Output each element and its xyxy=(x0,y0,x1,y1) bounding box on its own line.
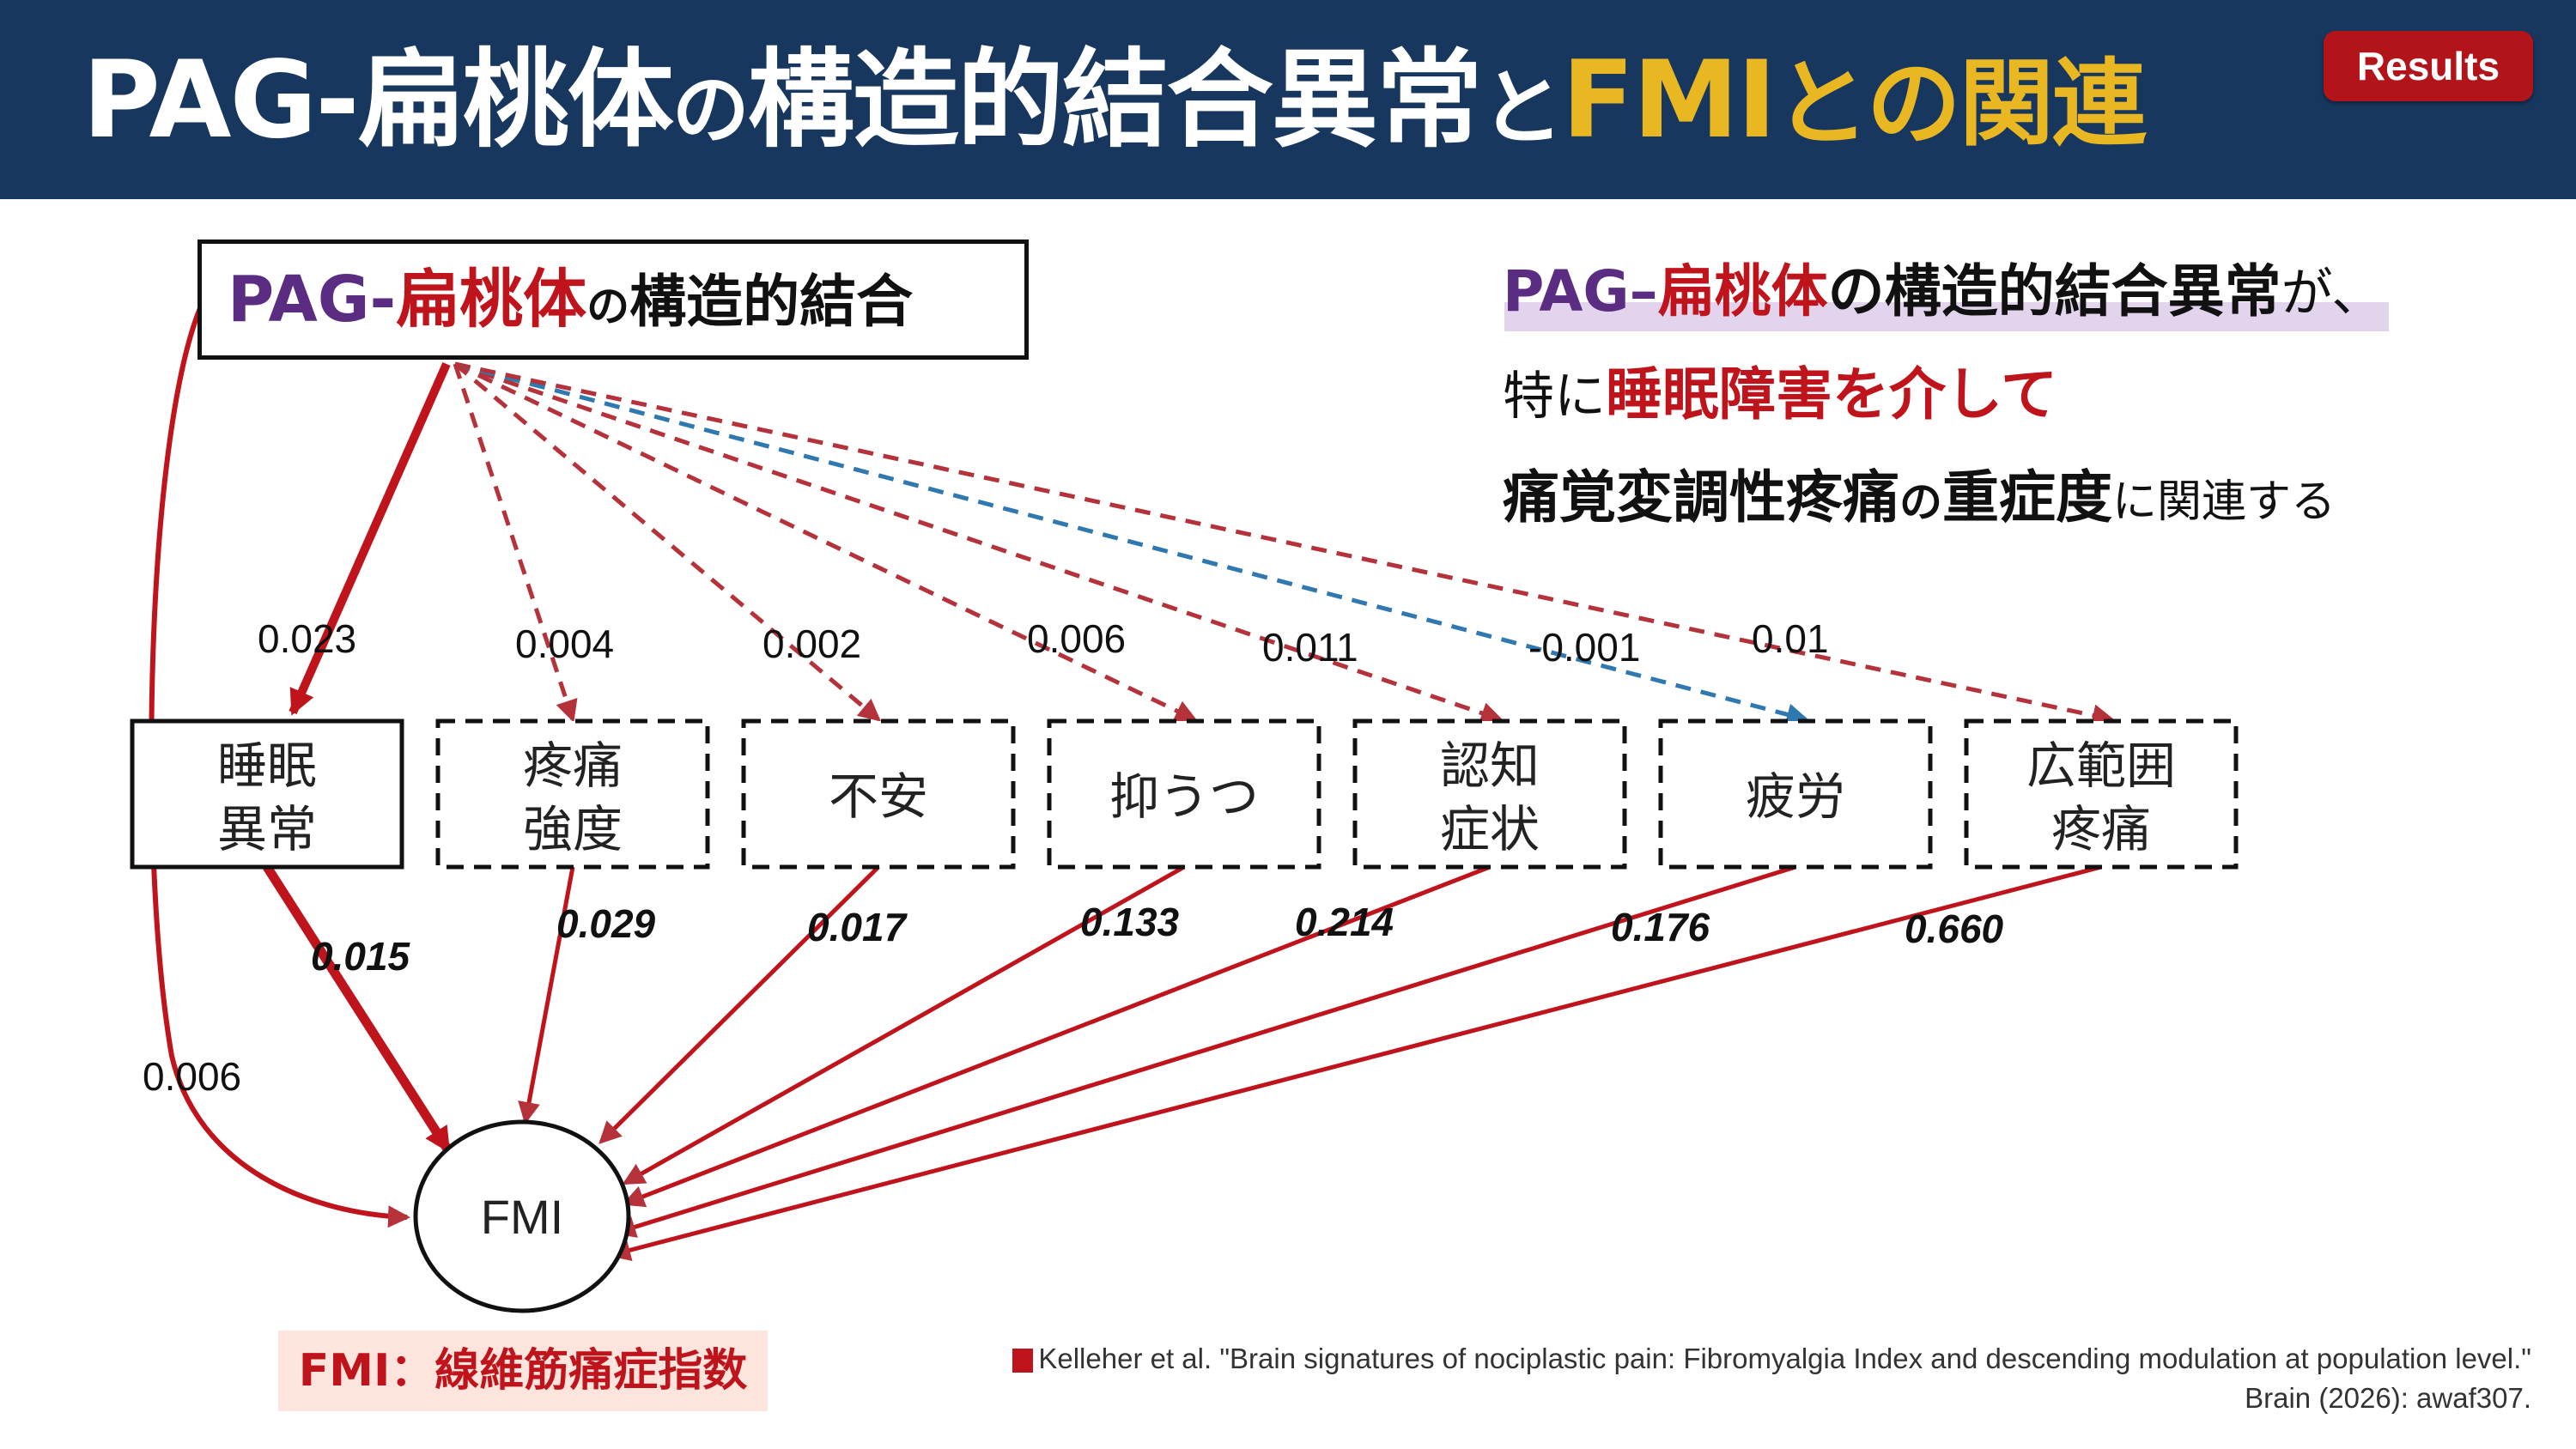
summary-pag: PAG xyxy=(1503,258,1630,324)
edge-b-5 xyxy=(613,864,1796,1238)
source-structural: 構造的結合 xyxy=(629,269,914,335)
edge-b-3 xyxy=(622,864,1186,1185)
mediator-label-6-a: 広範囲 xyxy=(2026,737,2176,795)
summary-line-3: 痛覚変調性疼痛の重症度に関連する xyxy=(1503,455,2559,558)
edge-b-6 xyxy=(608,864,2102,1262)
mediator-label-1-a: 疼痛 xyxy=(523,737,623,795)
summary-no: の xyxy=(1899,477,1942,527)
direct-effect-label: 0.006 xyxy=(143,1054,241,1099)
b-path-value-1: 0.029 xyxy=(556,901,656,946)
mediator-box-2 xyxy=(741,718,1016,870)
a-path-value-0: 0.023 xyxy=(258,616,356,661)
edge-a-1 xyxy=(453,363,578,723)
a-path-value-4: 0.011 xyxy=(1262,625,1358,670)
mediator-label-2: 不安 xyxy=(829,767,928,826)
summary-line-2: 特に睡眠障害を介して xyxy=(1503,352,2559,455)
edge-a-sleep xyxy=(289,361,451,716)
mediator-box-6 xyxy=(1964,718,2239,870)
a-path-value-1: 0.004 xyxy=(515,621,614,666)
mediator-box-4 xyxy=(1352,718,1627,870)
source-no: の xyxy=(586,282,630,331)
fmi-node xyxy=(413,1119,631,1313)
summary-severity: 重症度 xyxy=(1942,464,2112,530)
summary-sleep: 睡眠障害を介して xyxy=(1606,361,2058,427)
edge-a-2 xyxy=(453,362,882,722)
summary-especially: 特に xyxy=(1503,367,1606,427)
b-path-value-2: 0.017 xyxy=(807,905,908,949)
b-path-value-3: 0.133 xyxy=(1080,900,1180,944)
mediator-label-6-b: 疼痛 xyxy=(2051,800,2151,858)
summary-related: に関連する xyxy=(2112,476,2336,528)
b-path-value-5: 0.176 xyxy=(1611,905,1710,949)
mediator-box-5 xyxy=(1658,718,1933,870)
source-pag: PAG- xyxy=(228,263,397,336)
results-badge: Results xyxy=(2324,31,2533,101)
edge-a-4 xyxy=(454,361,1504,724)
b-path-value-0: 0.015 xyxy=(311,934,411,979)
source-node-pag-amygdala: PAG-扁桃体の構造的結合 xyxy=(197,239,1029,360)
title-pag-amygdala: PAG-扁桃体 xyxy=(82,39,674,162)
a-path-value-5: -0.001 xyxy=(1528,625,1640,670)
citation: Kelleher et al. "Brain signatures of noc… xyxy=(1012,1339,2531,1418)
title-relation: との関連 xyxy=(1774,49,2147,159)
mediator-label-4-a: 認知 xyxy=(1440,737,1540,795)
mediator-box-0 xyxy=(130,718,404,870)
header-bar xyxy=(0,0,2576,199)
edge-a-5 xyxy=(454,361,1809,725)
b-path-value-4: 0.214 xyxy=(1295,900,1394,944)
summary-dash: – xyxy=(1629,258,1658,324)
mediator-box-3 xyxy=(1047,718,1321,870)
summary-structural: の構造的結合異常 xyxy=(1827,258,2281,324)
citation-text-1: Kelleher et al. "Brain signatures of noc… xyxy=(1038,1343,2531,1374)
edge-a-3 xyxy=(453,361,1198,722)
edge-b-1 xyxy=(518,866,575,1125)
citation-line-2: Brain (2026): awaf307. xyxy=(2245,1382,2531,1414)
edge-b-2 xyxy=(598,865,880,1144)
edge-b-4 xyxy=(622,864,1491,1208)
b-path-value-6: 0.660 xyxy=(1905,906,2004,951)
summary-nociplastic: 痛覚変調性疼痛 xyxy=(1503,464,1899,530)
summary-highlight xyxy=(1504,302,2389,331)
title-no: の xyxy=(671,65,750,155)
a-path-value-2: 0.002 xyxy=(762,621,861,666)
fmi-definition: FMI：線維筋痛症指数 xyxy=(278,1331,768,1411)
mediator-label-0-a: 睡眠 xyxy=(217,737,317,795)
title-fmi: FMI xyxy=(1561,39,1777,162)
edge-b-0 xyxy=(263,864,453,1154)
title-to: と xyxy=(1480,60,1564,156)
summary-ga: が、 xyxy=(2281,264,2384,324)
mediator-label-4-b: 症状 xyxy=(1440,800,1540,858)
summary-text: PAG–扁桃体の構造的結合異常が、 特に睡眠障害を介して 痛覚変調性疼痛の重症度… xyxy=(1503,249,2559,558)
mediator-label-3: 抑うつ xyxy=(1109,767,1259,826)
summary-amygdala: 扁桃体 xyxy=(1657,258,1828,324)
mediator-label-0-b: 異常 xyxy=(217,800,317,858)
source-amygdala: 扁桃体 xyxy=(396,263,587,336)
mediator-label-1-b: 強度 xyxy=(523,800,623,858)
citation-line-1: Kelleher et al. "Brain signatures of noc… xyxy=(1012,1339,2531,1379)
mediator-box-1 xyxy=(435,718,710,870)
edge-direct xyxy=(149,300,410,1228)
a-path-value-6: 0.01 xyxy=(1752,616,1829,661)
title-structural: 構造的結合異常 xyxy=(747,39,1483,162)
a-path-value-3: 0.006 xyxy=(1027,616,1126,661)
fmi-node-label: FMI xyxy=(481,1190,563,1244)
mediator-label-5: 疲労 xyxy=(1746,767,1845,826)
summary-line-1: PAG–扁桃体の構造的結合異常が、 xyxy=(1503,249,2559,352)
book-icon xyxy=(1012,1349,1034,1373)
page-title: PAG-扁桃体の構造的結合異常とFMIとの関連 xyxy=(82,36,2147,175)
